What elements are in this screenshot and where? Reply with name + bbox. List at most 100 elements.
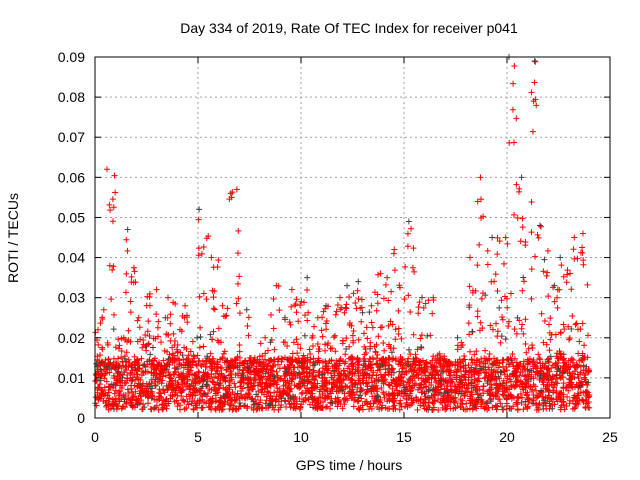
data-point [359, 309, 366, 316]
data-point [579, 230, 586, 237]
data-point [323, 377, 330, 384]
data-point [560, 273, 567, 280]
data-point [379, 323, 386, 330]
data-point [485, 364, 492, 371]
data-point [344, 282, 351, 289]
data-point [300, 365, 307, 372]
data-point [402, 368, 409, 375]
data-point [164, 360, 171, 367]
data-point [136, 324, 143, 331]
data-point [182, 302, 189, 309]
data-point [334, 403, 341, 410]
data-point [109, 196, 116, 203]
data-point [218, 370, 225, 377]
data-point [355, 361, 362, 368]
data-point [124, 338, 131, 345]
data-point [380, 339, 387, 346]
data-point [186, 371, 193, 378]
data-point [185, 401, 192, 408]
y-tick-label: 0.07 [58, 129, 85, 145]
data-point [534, 231, 541, 238]
data-point [389, 365, 396, 372]
data-point [211, 306, 218, 313]
data-point [372, 348, 379, 355]
data-point [116, 391, 123, 398]
data-point [497, 369, 504, 376]
data-point [190, 406, 197, 413]
data-point [392, 326, 399, 333]
data-point [232, 357, 239, 364]
data-point [197, 334, 204, 341]
y-tick-label: 0.09 [58, 49, 85, 65]
data-point [426, 379, 433, 386]
data-point [469, 289, 476, 296]
data-point [341, 401, 348, 408]
data-point [499, 363, 506, 370]
data-point [105, 398, 112, 405]
data-point [267, 401, 274, 408]
data-point [267, 380, 274, 387]
data-point [318, 327, 325, 334]
data-point [211, 360, 218, 367]
data-point [341, 309, 348, 316]
data-point [288, 385, 295, 392]
data-point [466, 304, 473, 311]
data-point [425, 402, 432, 409]
data-point [237, 359, 244, 366]
data-point [225, 382, 232, 389]
data-point [195, 368, 202, 375]
data-point [502, 336, 509, 343]
data-point [107, 207, 114, 214]
data-point [333, 357, 340, 364]
data-point [349, 332, 356, 339]
data-point [146, 381, 153, 388]
data-point [517, 368, 524, 375]
data-point [258, 389, 265, 396]
data-point [378, 385, 385, 392]
data-point [391, 395, 398, 402]
data-point [297, 345, 304, 352]
data-point [467, 400, 474, 407]
data-point [292, 301, 299, 308]
data-point [210, 328, 217, 335]
data-point [516, 372, 523, 379]
data-point [572, 404, 579, 411]
data-point [482, 347, 489, 354]
data-point [580, 362, 587, 369]
data-point [397, 380, 404, 387]
data-point [125, 363, 132, 370]
data-point [192, 386, 199, 393]
data-point [236, 348, 243, 355]
data-point [560, 355, 567, 362]
data-point [300, 398, 307, 405]
data-point [177, 406, 184, 413]
data-point [361, 351, 368, 358]
data-point [262, 350, 269, 357]
data-point [111, 172, 118, 179]
data-point [374, 367, 381, 374]
data-point [350, 363, 357, 370]
data-point [545, 293, 552, 300]
data-point [262, 385, 269, 392]
data-point [222, 357, 229, 364]
data-point [496, 360, 503, 367]
data-point [271, 373, 278, 380]
data-point [538, 223, 544, 230]
data-point [410, 245, 417, 252]
data-point [531, 253, 538, 260]
data-point [405, 292, 412, 299]
data-point [319, 404, 326, 411]
data-point [131, 268, 138, 275]
data-point [319, 365, 326, 372]
data-point [533, 394, 540, 401]
data-point [469, 359, 476, 366]
data-point [286, 388, 293, 395]
data-point [534, 359, 541, 366]
data-point [459, 401, 466, 408]
data-point [198, 362, 205, 369]
data-point [391, 246, 398, 253]
data-point [294, 341, 301, 348]
data-point [323, 302, 330, 309]
data-point [458, 364, 465, 370]
data-point [533, 102, 540, 109]
